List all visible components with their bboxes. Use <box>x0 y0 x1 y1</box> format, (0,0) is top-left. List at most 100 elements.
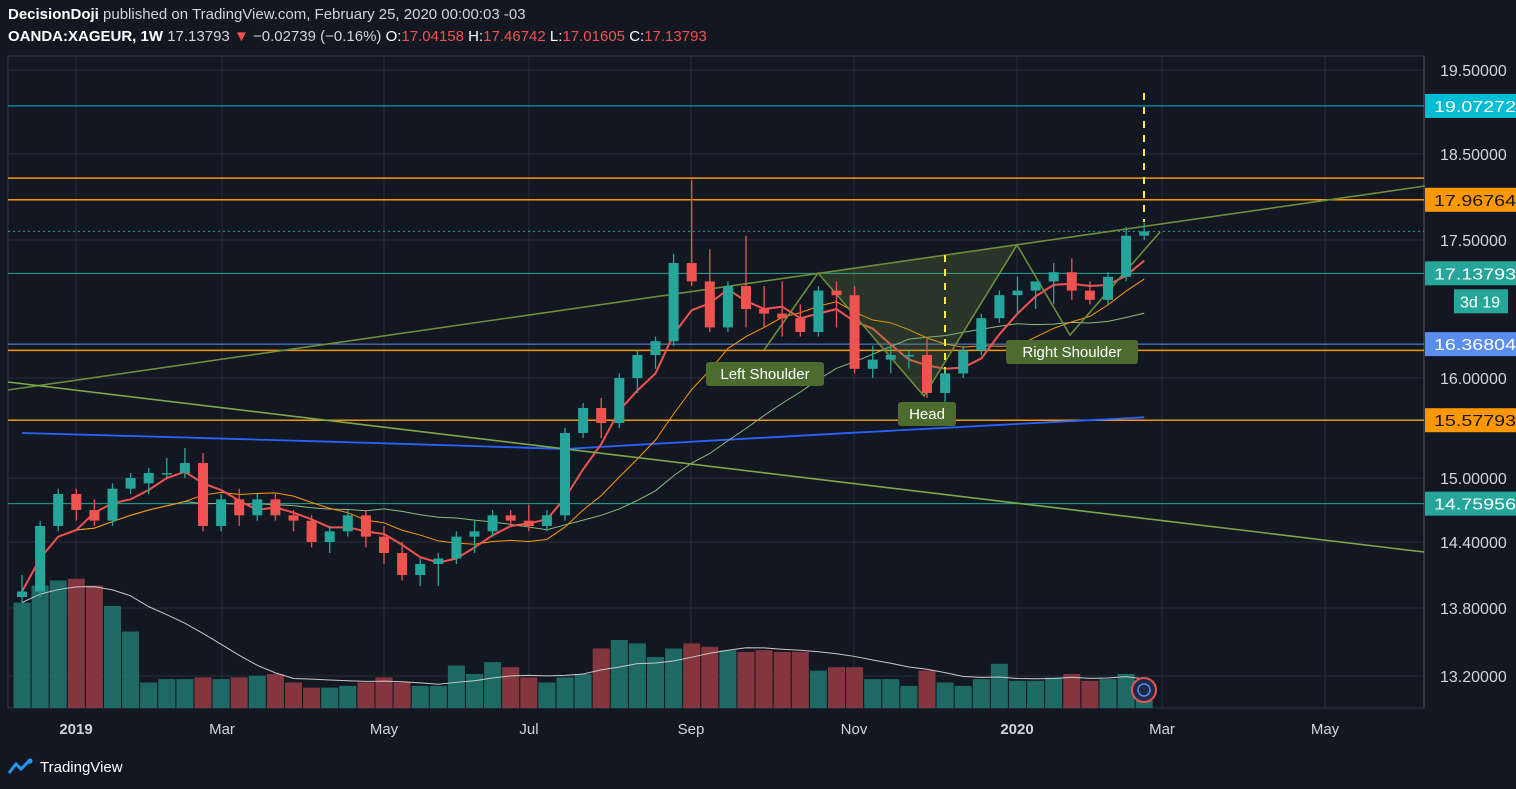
volume-bar <box>104 606 121 708</box>
volume-bar <box>122 631 140 708</box>
ohlc-line: OANDA:XAGEUR, 1W 17.13793 ▼ −0.02739 (−0… <box>8 26 1508 48</box>
last-price: 17.13793 <box>167 28 230 45</box>
volume-bar <box>447 665 465 708</box>
volume-bar <box>809 670 827 708</box>
candle-body <box>433 558 444 564</box>
time-tick-label: 2019 <box>59 721 92 738</box>
volume-bar <box>230 677 248 708</box>
candle-body <box>849 295 860 369</box>
volume-bar <box>13 602 31 708</box>
candle-body <box>1139 231 1150 236</box>
volume-bar <box>375 677 393 708</box>
brand-name[interactable]: TradingView <box>40 758 123 776</box>
volume-bar <box>954 685 972 708</box>
candle-body <box>324 531 335 542</box>
price-tick-label: 15.00000 <box>1440 471 1507 488</box>
time-tick-label: May <box>370 721 399 738</box>
candle-body <box>89 510 100 521</box>
open-value: 17.04158 <box>401 28 464 45</box>
volume-bar <box>1009 680 1026 708</box>
candle-body <box>759 309 770 314</box>
volume-ma-line <box>21 586 1145 685</box>
candle-body <box>831 290 842 296</box>
volume-bar <box>1135 699 1153 708</box>
chart-header: DecisionDoji published on TradingView.co… <box>8 4 1508 50</box>
volume-bar <box>520 677 538 708</box>
head-label-box <box>898 402 956 426</box>
left-shoulder-label-box <box>706 362 824 386</box>
volume-bar <box>1081 680 1099 708</box>
price-level-badge <box>1425 491 1516 516</box>
price-tick-label: 18.50000 <box>1440 147 1507 164</box>
volume-bar <box>556 677 574 708</box>
volume-bar <box>502 667 520 708</box>
volume-bar <box>357 682 375 708</box>
high-label: H: <box>468 28 484 45</box>
volume-bar <box>1045 677 1063 708</box>
publish-info: published on TradingView.com, February 2… <box>98 6 526 23</box>
volume-bar <box>628 643 646 708</box>
rising-trendline <box>7 185 1426 391</box>
candle-body <box>795 318 806 332</box>
candle-body <box>541 515 552 526</box>
candle-body <box>704 281 715 328</box>
price-tick-label: 14.40000 <box>1440 535 1507 552</box>
price-level-badge <box>1425 93 1516 118</box>
candle-body <box>487 515 498 532</box>
tradingview-logo-icon <box>8 758 33 774</box>
price-level-badge <box>1425 261 1516 286</box>
head-label: Head <box>909 406 945 423</box>
candle-body <box>632 355 643 378</box>
volume-bar <box>31 585 49 708</box>
price-level-label: 19.07272 <box>1434 99 1516 116</box>
volume-bar <box>67 578 85 708</box>
volume-bar <box>285 682 302 708</box>
volume-bar <box>719 650 737 708</box>
volume-bar <box>158 679 176 708</box>
candle-body <box>216 499 227 526</box>
volume-bar <box>85 585 103 708</box>
candle-body <box>596 408 607 423</box>
time-tick-label: Sep <box>678 721 705 738</box>
volume-bar <box>176 679 194 708</box>
volume-bar <box>882 679 900 708</box>
candle-body <box>288 515 299 521</box>
price-chart[interactable]: 19.50000 18.50000 17.50000 16.00000 15.00000… <box>0 50 1516 750</box>
volume-bar <box>828 667 845 708</box>
volume-bar <box>846 667 864 708</box>
countdown-label: 3d 19 <box>1460 294 1500 311</box>
volume-bar <box>1063 674 1081 708</box>
candle-body <box>650 341 661 355</box>
low-label: L: <box>549 28 563 45</box>
volume-bar <box>1117 674 1135 708</box>
volume-bar <box>791 651 809 708</box>
candle-body <box>1103 276 1113 300</box>
volume-bar <box>972 679 990 708</box>
candle-body <box>1012 290 1023 296</box>
author-name[interactable]: DecisionDoji <box>8 6 99 23</box>
volume-bar <box>1099 679 1117 708</box>
candle-body <box>198 463 208 526</box>
volume-bar <box>321 687 339 708</box>
candle-body <box>523 520 534 526</box>
volume-bar <box>936 682 954 708</box>
candle-body <box>306 520 317 542</box>
candle-body <box>161 473 172 475</box>
candle-body <box>958 350 969 374</box>
time-tick-label: Mar <box>209 721 235 738</box>
volume-bar <box>140 682 158 708</box>
countdown-badge <box>1454 289 1508 314</box>
volume-bar <box>574 674 592 708</box>
volume-bar <box>918 670 936 708</box>
volume-bar <box>737 651 755 708</box>
right-shoulder-label-box <box>1006 340 1138 364</box>
volume-bar <box>773 651 791 708</box>
volume-bar <box>266 674 284 708</box>
ma-20-line <box>21 278 1145 592</box>
candle-body <box>125 478 136 489</box>
time-tick-label: 2020 <box>1000 721 1033 738</box>
event-marker-icon <box>1131 677 1157 703</box>
volume-bar <box>864 679 882 708</box>
price-tick-label: 13.20000 <box>1440 669 1507 686</box>
candle-body <box>71 494 82 510</box>
